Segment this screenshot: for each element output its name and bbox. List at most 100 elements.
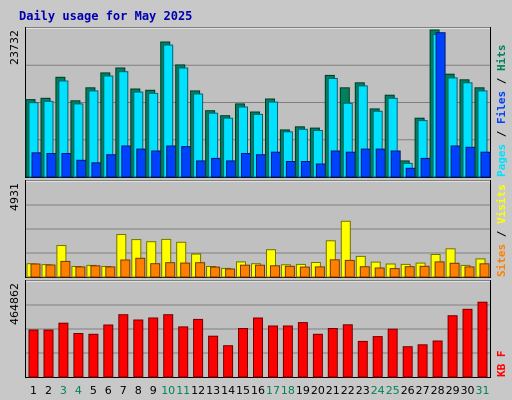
bar-sites-day-19	[299, 266, 310, 278]
bar-pages-day-31	[480, 151, 491, 178]
bar-sites-day-8	[135, 257, 146, 278]
y-max-label: 23732	[8, 30, 21, 65]
bar-sites-day-2	[45, 264, 56, 278]
bar-pages-day-1	[31, 152, 42, 178]
x-tick-label-day-3: 3	[60, 384, 67, 397]
bar-kbytes-day-14	[223, 345, 234, 378]
bar-sites-day-20	[314, 266, 325, 278]
bar-sites-day-14	[225, 268, 236, 278]
bar-pages-day-21	[330, 150, 341, 178]
bar-kbytes-day-2	[43, 329, 54, 378]
bar-pages-day-2	[46, 153, 57, 178]
bar-kbytes-day-1	[28, 329, 39, 378]
x-tick-label-day-23: 23	[356, 384, 370, 397]
legend-pages: Pages	[495, 144, 508, 177]
bar-pages-day-20	[315, 163, 326, 178]
bar-kbytes-day-31	[477, 301, 488, 378]
x-tick-label-day-14: 14	[221, 384, 235, 397]
bar-sites-day-3	[60, 260, 71, 278]
panel-legend: Pages / Files / Hits	[495, 45, 508, 178]
bar-sites-day-17	[270, 265, 280, 278]
bar-pages-day-16	[256, 154, 266, 178]
bar-pages-day-7	[121, 145, 132, 178]
x-tick-label-day-19: 19	[296, 384, 310, 397]
bar-kbytes-day-26	[402, 346, 413, 378]
chart-title: Daily usage for May 2025	[19, 9, 192, 23]
bar-sites-day-4	[75, 266, 86, 278]
bar-sites-day-9	[150, 263, 161, 278]
bar-pages-day-8	[136, 148, 147, 178]
bar-kbytes-day-12	[193, 318, 204, 378]
x-tick-label-day-5: 5	[90, 384, 97, 397]
bar-kbytes-day-18	[282, 325, 293, 378]
bar-kbytes-day-19	[297, 322, 308, 378]
x-tick-label-day-21: 21	[326, 384, 340, 397]
x-tick-label-day-18: 18	[281, 384, 295, 397]
bar-pages-day-18	[285, 161, 296, 178]
x-tick-label-day-9: 9	[150, 384, 157, 397]
bar-kbytes-day-9	[148, 317, 159, 378]
x-tick-label-day-17: 17	[266, 384, 280, 397]
x-tick-label-day-29: 29	[446, 384, 460, 397]
bar-pages-day-29	[450, 145, 461, 178]
panel-legend: KB F	[495, 351, 508, 378]
bar-sites-day-25	[389, 268, 400, 278]
x-tick-label-day-30: 30	[461, 384, 475, 397]
bar-kbytes-day-28	[432, 340, 443, 378]
bar-sites-day-1	[30, 263, 41, 278]
x-tick-label-day-24: 24	[371, 384, 385, 397]
legend-separator: /	[495, 124, 508, 144]
bar-kbytes-day-10	[163, 314, 174, 378]
bar-pages-day-4	[76, 159, 87, 178]
x-tick-label-day-20: 20	[311, 384, 325, 397]
bar-kbytes-day-5	[88, 333, 99, 378]
bar-pages-day-15	[241, 153, 251, 178]
x-tick-label-day-31: 31	[476, 384, 490, 397]
x-tick-label-day-4: 4	[75, 384, 82, 397]
bar-pages-day-14	[226, 160, 237, 178]
y-max-label: 464862	[8, 283, 21, 325]
x-tick-label-day-22: 22	[341, 384, 355, 397]
x-tick-label-day-26: 26	[401, 384, 415, 397]
bar-pages-day-9	[151, 150, 162, 178]
x-tick-label-day-7: 7	[120, 384, 127, 397]
x-tick-label-day-13: 13	[206, 384, 220, 397]
bar-pages-day-13	[211, 157, 222, 178]
bar-sites-day-12	[195, 262, 206, 278]
bar-kbytes-day-15	[238, 328, 248, 378]
x-tick-label-day-10: 10	[161, 384, 175, 397]
bar-kbytes-day-7	[118, 314, 129, 378]
bar-pages-day-27	[420, 157, 431, 178]
legend-kbytes: KB F	[495, 351, 508, 378]
bar-pages-day-11	[181, 146, 192, 178]
bar-sites-day-16	[255, 264, 265, 278]
x-tick-label-day-8: 8	[135, 384, 142, 397]
bar-sites-day-5	[90, 265, 101, 278]
bar-kbytes-day-20	[312, 333, 323, 378]
x-tick-label-day-28: 28	[431, 384, 445, 397]
x-tick-label-day-16: 16	[251, 384, 265, 397]
bar-sites-day-26	[404, 266, 415, 278]
bar-pages-day-26	[405, 167, 416, 178]
bar-sites-day-29	[449, 262, 460, 278]
bar-kbytes-day-17	[268, 325, 278, 378]
bar-pages-day-28	[435, 32, 446, 178]
bar-sites-day-23	[359, 266, 370, 278]
legend-files: Files	[495, 91, 508, 124]
bar-sites-day-30	[464, 266, 475, 278]
bar-sites-day-28	[434, 261, 445, 278]
legend-separator: /	[495, 71, 508, 91]
bar-kbytes-day-30	[462, 308, 473, 378]
bar-pages-day-3	[61, 153, 72, 178]
legend-separator: /	[495, 224, 508, 244]
bar-kbytes-day-24	[372, 336, 383, 378]
x-tick-label-day-25: 25	[386, 384, 400, 397]
bar-kbytes-day-8	[133, 319, 144, 378]
x-tick-label-day-27: 27	[416, 384, 430, 397]
bar-sites-day-22	[344, 259, 355, 278]
bar-kbytes-day-27	[417, 344, 428, 378]
chart-panels: 23732 Pages / Files / Hits 4931 Sites / Vis…	[8, 27, 508, 378]
bar-sites-day-10	[165, 262, 176, 278]
y-max-label: 4931	[8, 183, 21, 211]
